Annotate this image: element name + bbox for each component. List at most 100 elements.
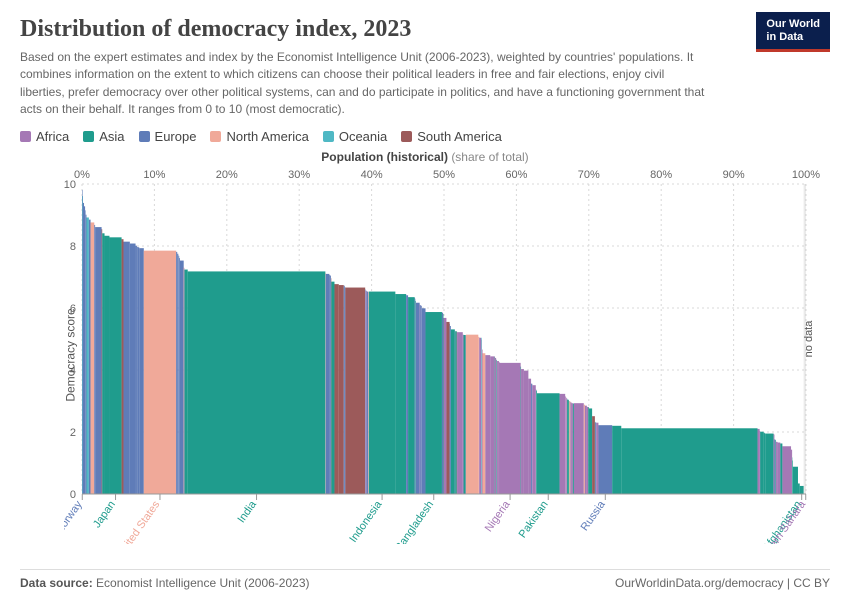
- bar[interactable]: [589, 408, 592, 494]
- bar[interactable]: [537, 393, 560, 494]
- bar[interactable]: [415, 300, 416, 493]
- bar[interactable]: [533, 385, 536, 494]
- bar[interactable]: [446, 322, 449, 494]
- bar[interactable]: [774, 439, 775, 494]
- bar[interactable]: [490, 356, 494, 494]
- legend-item-asia[interactable]: Asia: [83, 129, 124, 144]
- legend-item-europe[interactable]: Europe: [139, 129, 197, 144]
- bar[interactable]: [367, 291, 368, 493]
- bar[interactable]: [345, 287, 346, 494]
- bar[interactable]: [339, 285, 344, 494]
- bar[interactable]: [793, 466, 798, 493]
- bar[interactable]: [188, 271, 326, 494]
- bar[interactable]: [443, 317, 446, 493]
- bar[interactable]: [82, 189, 83, 493]
- bar[interactable]: [326, 273, 330, 493]
- bar[interactable]: [463, 334, 464, 493]
- legend-item-southamerica[interactable]: South America: [401, 129, 502, 144]
- bar[interactable]: [180, 260, 184, 493]
- bar[interactable]: [778, 442, 781, 493]
- bar[interactable]: [178, 255, 179, 493]
- bar[interactable]: [408, 297, 415, 494]
- bar[interactable]: [479, 337, 481, 493]
- bar[interactable]: [775, 440, 776, 494]
- bar[interactable]: [86, 217, 88, 494]
- bar[interactable]: [764, 432, 765, 493]
- bar[interactable]: [416, 302, 420, 493]
- bar[interactable]: [776, 441, 778, 493]
- bar[interactable]: [780, 443, 782, 494]
- bar[interactable]: [334, 284, 338, 494]
- bar[interactable]: [592, 416, 595, 494]
- bar[interactable]: [765, 433, 773, 493]
- bar[interactable]: [574, 403, 584, 494]
- bar[interactable]: [176, 251, 177, 493]
- bar[interactable]: [457, 332, 463, 494]
- bar[interactable]: [455, 331, 457, 494]
- bar[interactable]: [499, 362, 500, 494]
- bar[interactable]: [598, 425, 612, 494]
- bar[interactable]: [760, 431, 763, 493]
- bar[interactable]: [179, 258, 180, 494]
- bar[interactable]: [595, 422, 596, 494]
- bar[interactable]: [139, 248, 144, 494]
- bar[interactable]: [450, 326, 451, 494]
- bar[interactable]: [585, 405, 587, 493]
- bar[interactable]: [95, 227, 101, 494]
- bar[interactable]: [345, 287, 365, 493]
- bar[interactable]: [105, 235, 110, 493]
- bar[interactable]: [102, 229, 103, 494]
- bar[interactable]: [331, 281, 334, 493]
- bar[interactable]: [124, 241, 130, 493]
- bar[interactable]: [102, 233, 104, 494]
- bar[interactable]: [483, 353, 486, 494]
- bar[interactable]: [420, 305, 421, 494]
- bar[interactable]: [800, 486, 804, 494]
- bar[interactable]: [587, 406, 588, 493]
- bar[interactable]: [184, 269, 187, 493]
- bar[interactable]: [122, 239, 124, 494]
- bar[interactable]: [481, 337, 482, 493]
- bar[interactable]: [84, 206, 85, 494]
- bar[interactable]: [612, 425, 621, 493]
- legend-item-northamerica[interactable]: North America: [210, 129, 308, 144]
- bar[interactable]: [136, 245, 137, 493]
- bar[interactable]: [406, 295, 408, 494]
- bar[interactable]: [426, 312, 442, 494]
- bar[interactable]: [764, 433, 765, 494]
- bar[interactable]: [368, 291, 369, 493]
- bar[interactable]: [451, 329, 455, 494]
- bar[interactable]: [567, 399, 569, 493]
- bar[interactable]: [528, 378, 531, 493]
- legend-item-oceania[interactable]: Oceania: [323, 129, 387, 144]
- bar[interactable]: [366, 290, 367, 493]
- bar[interactable]: [500, 362, 521, 493]
- bar[interactable]: [109, 237, 121, 494]
- legend-item-africa[interactable]: Africa: [20, 129, 69, 144]
- bar[interactable]: [496, 359, 497, 493]
- bar[interactable]: [94, 224, 95, 493]
- bar[interactable]: [369, 291, 396, 493]
- bar[interactable]: [497, 361, 499, 494]
- bar[interactable]: [395, 294, 406, 494]
- bar[interactable]: [584, 404, 585, 493]
- bar[interactable]: [524, 370, 528, 493]
- bar[interactable]: [791, 449, 792, 493]
- bar[interactable]: [521, 369, 524, 494]
- bar[interactable]: [621, 428, 757, 494]
- bar[interactable]: [442, 312, 443, 493]
- bar[interactable]: [571, 403, 572, 494]
- bar[interactable]: [89, 219, 91, 493]
- bar[interactable]: [177, 253, 178, 493]
- bar[interactable]: [138, 247, 139, 494]
- bar[interactable]: [566, 398, 567, 494]
- bar[interactable]: [466, 334, 478, 493]
- bar[interactable]: [774, 434, 775, 494]
- bar[interactable]: [421, 305, 422, 493]
- bar[interactable]: [91, 222, 95, 494]
- bar[interactable]: [536, 390, 537, 494]
- bar[interactable]: [596, 422, 598, 493]
- bar[interactable]: [569, 401, 570, 494]
- bar[interactable]: [464, 335, 466, 494]
- bar[interactable]: [531, 383, 532, 493]
